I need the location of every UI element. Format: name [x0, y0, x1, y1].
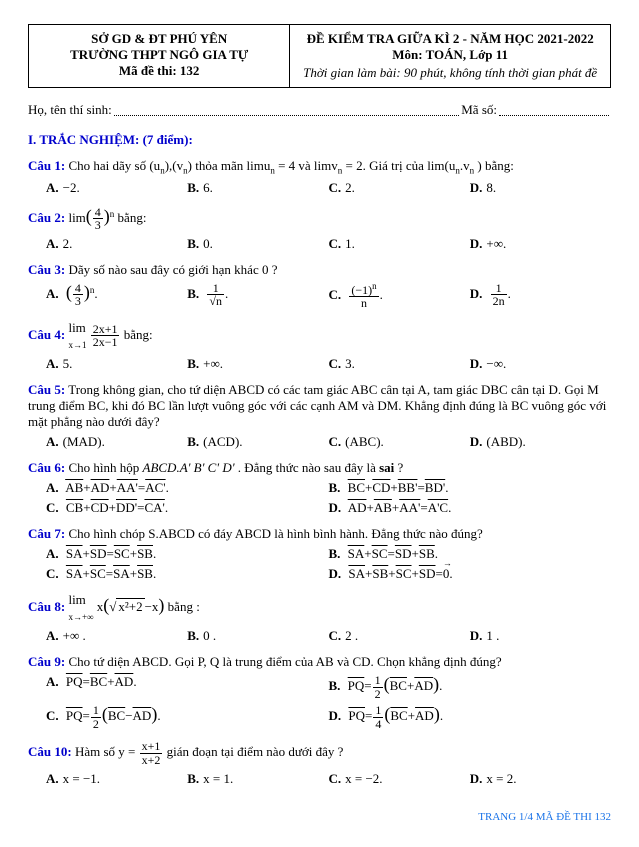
q5-label: Câu 5: — [28, 382, 65, 397]
q10-stem-a: Hàm số — [75, 744, 118, 759]
q2-C: 1. — [345, 236, 355, 251]
q1-stem-d: = 2. Giá trị của lim( — [346, 158, 449, 173]
q1-stem-c: = 4 và lim — [278, 158, 331, 173]
q1-label: Câu 1: — [28, 158, 65, 173]
q5-B: (ACD). — [203, 434, 242, 449]
header: SỞ GD & ĐT PHÚ YÊN TRƯỜNG THPT NGÔ GIA T… — [28, 24, 611, 88]
q2-stem: bằng: — [118, 210, 147, 225]
exam-time: Thời gian làm bài: 90 phút, không tính t… — [294, 65, 606, 81]
question-5: Câu 5: Trong không gian, cho tứ diện ABC… — [28, 382, 611, 450]
student-code-label: Mã số: — [461, 102, 497, 118]
q1-D: 8. — [486, 180, 496, 195]
q7-label: Câu 7: — [28, 526, 65, 541]
q2-D: +∞. — [486, 236, 506, 251]
q3-stem: Dãy số nào sau đây có giới hạn khác 0 ? — [68, 262, 277, 277]
q8-B: 0 . — [203, 628, 216, 643]
q8-A: +∞ . — [63, 628, 86, 643]
page-footer: TRANG 1/4 MÃ ĐỀ THI 132 — [28, 811, 611, 823]
student-code-fill — [499, 102, 609, 116]
header-right: ĐỀ KIỂM TRA GIỮA KÌ 2 - NĂM HỌC 2021-202… — [290, 24, 611, 88]
q1-C: 2. — [345, 180, 355, 195]
q3-label: Câu 3: — [28, 262, 65, 277]
q9-stem: Cho tứ diện ABCD. Gọi P, Q là trung điểm… — [68, 654, 501, 669]
q4-B: +∞. — [203, 356, 223, 371]
org-line-2: TRƯỜNG THPT NGÔ GIA TỰ — [33, 47, 285, 63]
q10-label: Câu 10: — [28, 744, 72, 759]
question-4: Câu 4: limx→1 2x+12x−1 bằng: A.5. B.+∞. … — [28, 320, 611, 372]
q8-C: 2 . — [345, 628, 358, 643]
q10-A: x = −1. — [63, 771, 100, 786]
q1-stem-e: ) bằng: — [477, 158, 513, 173]
q7-stem: Cho hình chóp S.ABCD có đáy ABCD là hình… — [68, 526, 482, 541]
question-6: Câu 6: Cho hình hộp ABCD.A' B' C' D' . Đ… — [28, 460, 611, 516]
q1-stem-a: Cho hai dãy số — [68, 158, 149, 173]
q5-D: (ABD). — [486, 434, 525, 449]
student-name-fill — [114, 102, 459, 116]
q10-D: x = 2. — [486, 771, 516, 786]
question-1: Câu 1: Cho hai dãy số (un),(vn) thỏa mãn… — [28, 158, 611, 196]
q8-label: Câu 8: — [28, 599, 65, 614]
q6-stem-b: . Đẳng thức nào sau đây là — [238, 460, 379, 475]
q2-B: 0. — [203, 236, 213, 251]
q4-stem: bằng: — [124, 327, 153, 342]
question-10: Câu 10: Hàm số y = x+1x+2 gián đoạn tại … — [28, 740, 611, 786]
q5-C: (ABC). — [345, 434, 384, 449]
q8-D: 1 . — [486, 628, 499, 643]
q6-sai: sai — [379, 460, 394, 475]
question-2: Câu 2: lim(43)n bằng: A.2. B.0. C.1. D.+… — [28, 206, 611, 252]
q4-label: Câu 4: — [28, 327, 65, 342]
q1-stem-b: thỏa mãn lim — [195, 158, 264, 173]
exam-subject: Môn: TOÁN, Lớp 11 — [294, 47, 606, 63]
header-left: SỞ GD & ĐT PHÚ YÊN TRƯỜNG THPT NGÔ GIA T… — [28, 24, 290, 88]
q5-stem: Trong không gian, cho tứ diện ABCD có cá… — [28, 382, 606, 429]
q6-stem-a: Cho hình hộp — [68, 460, 142, 475]
q4-D: −∞. — [486, 356, 506, 371]
question-7: Câu 7: Cho hình chóp S.ABCD có đáy ABCD … — [28, 526, 611, 582]
q6-label: Câu 6: — [28, 460, 65, 475]
q2-label: Câu 2: — [28, 210, 65, 225]
q9-label: Câu 9: — [28, 654, 65, 669]
q8-stem: bằng : — [168, 599, 200, 614]
q2-A: 2. — [63, 236, 73, 251]
org-line-1: SỞ GD & ĐT PHÚ YÊN — [33, 31, 285, 47]
question-3: Câu 3: Dãy số nào sau đây có giới hạn kh… — [28, 262, 611, 310]
exam-title: ĐỀ KIỂM TRA GIỮA KÌ 2 - NĂM HỌC 2021-202… — [294, 31, 606, 47]
exam-code: Mã đề thi: 132 — [33, 63, 285, 79]
q4-A: 5. — [63, 356, 73, 371]
q1-A: −2. — [63, 180, 80, 195]
student-name-label: Họ, tên thí sinh: — [28, 102, 112, 118]
q4-C: 3. — [345, 356, 355, 371]
q6-stem-c: ? — [398, 460, 404, 475]
q10-B: x = 1. — [203, 771, 233, 786]
student-line: Họ, tên thí sinh: Mã số: — [28, 102, 611, 118]
question-8: Câu 8: limx→+∞ x(x²+2−x) bằng : A.+∞ . B… — [28, 592, 611, 644]
q5-A: (MAD). — [63, 434, 105, 449]
q10-stem-b: gián đoạn tại điểm nào dưới đây ? — [167, 744, 344, 759]
q1-B: 6. — [203, 180, 213, 195]
section-title: I. TRẮC NGHIỆM: (7 điểm): — [28, 132, 611, 148]
question-9: Câu 9: Cho tứ diện ABCD. Gọi P, Q là tru… — [28, 654, 611, 730]
q10-C: x = −2. — [345, 771, 382, 786]
